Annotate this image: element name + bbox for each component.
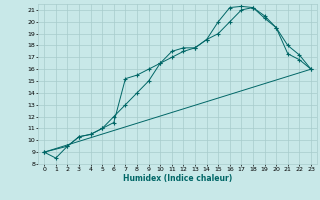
X-axis label: Humidex (Indice chaleur): Humidex (Indice chaleur) xyxy=(123,174,232,183)
